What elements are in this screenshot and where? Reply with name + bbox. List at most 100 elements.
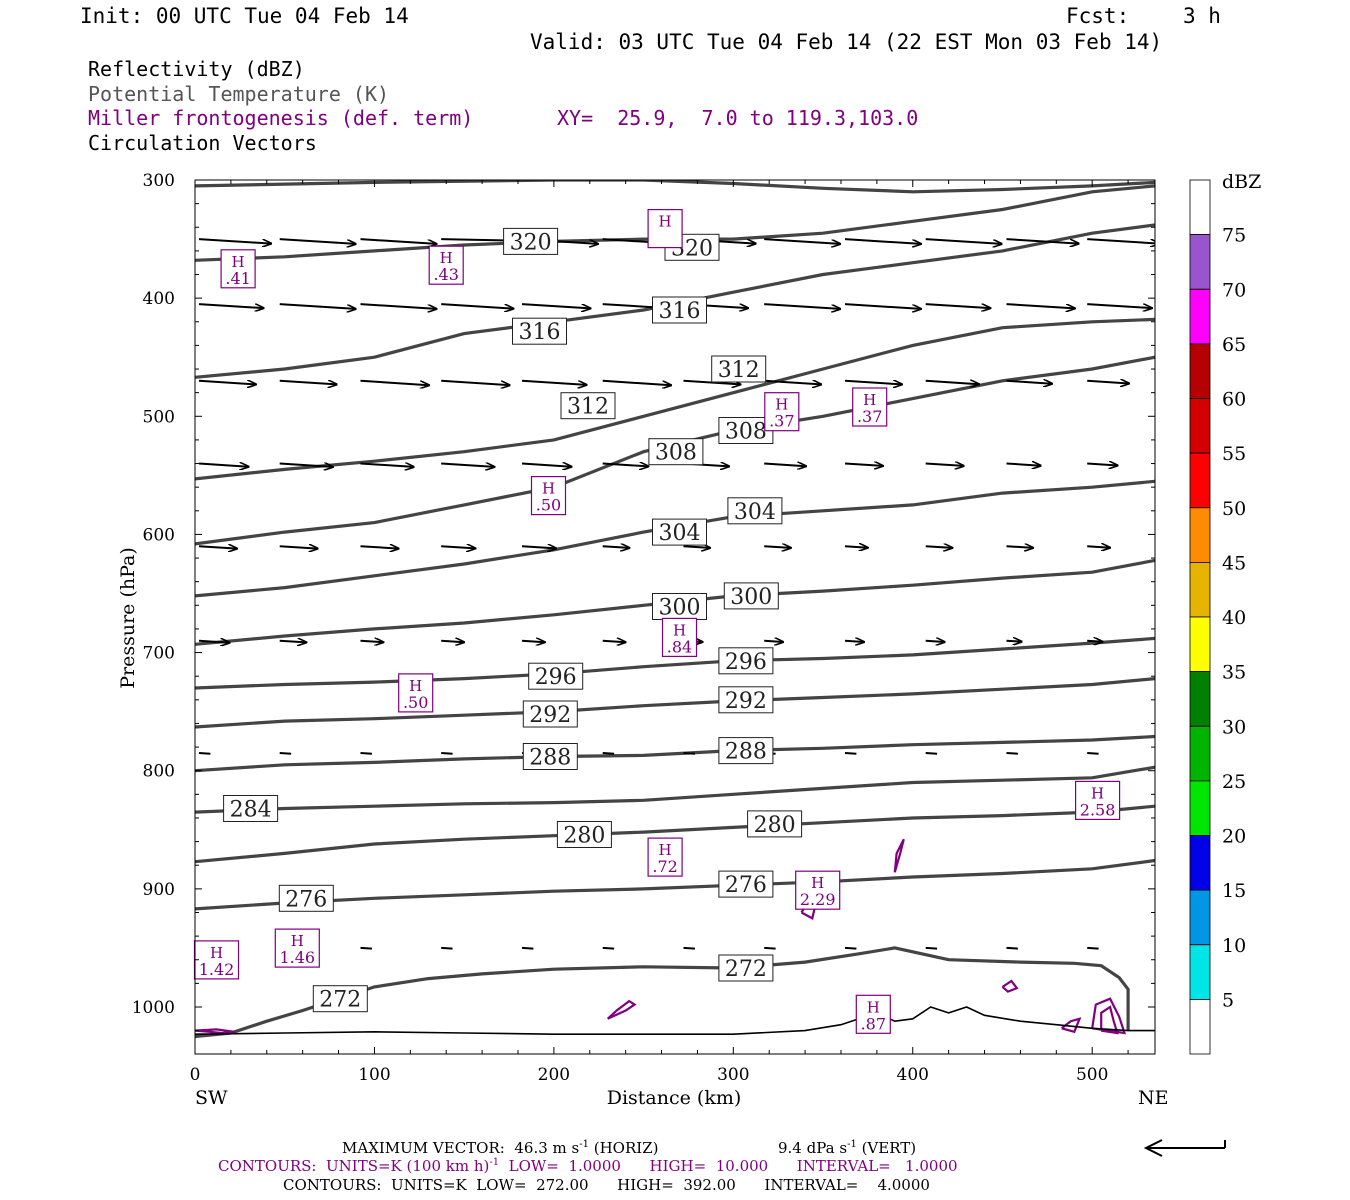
circulation-vector — [279, 641, 307, 643]
svg-text:288: 288 — [529, 746, 571, 771]
y-tick-label: 500 — [143, 407, 175, 427]
theta-contour-label: 320 — [503, 227, 559, 255]
x-tick-label: 100 — [358, 1065, 390, 1085]
theta-contour-label: 276 — [278, 884, 334, 912]
x-axis-right-end: NE — [1138, 1087, 1169, 1109]
theta-contour-292 — [195, 677, 1155, 729]
svg-text:H: H — [775, 396, 788, 414]
circulation-vector — [360, 379, 429, 385]
x-tick-label: 0 — [190, 1065, 201, 1085]
colorbar-label: 20 — [1222, 826, 1246, 848]
x-tick-label: 300 — [717, 1065, 749, 1085]
svg-text:288: 288 — [725, 740, 767, 765]
theta-contour-284 — [195, 765, 1155, 814]
svg-text:H: H — [210, 944, 223, 962]
theta-contour-276 — [195, 858, 1155, 911]
circulation-vector — [764, 546, 791, 548]
circulation-vector — [441, 946, 453, 950]
colorbar-label: 50 — [1222, 498, 1246, 520]
colorbar-segment — [1189, 780, 1211, 836]
circulation-vector — [925, 464, 964, 466]
circulation-vector — [764, 464, 806, 467]
frontogenesis-maximum: H.50 — [398, 673, 434, 713]
circulation-vector — [844, 946, 857, 950]
colorbar-segment — [1189, 452, 1211, 509]
circulation-vector — [1006, 752, 1018, 755]
svg-text:H: H — [291, 932, 304, 950]
svg-text:308: 308 — [655, 441, 697, 466]
circulation-vector — [1006, 238, 1079, 244]
frontogenesis-contour — [1061, 1017, 1082, 1034]
circulation-vector — [925, 238, 1002, 244]
svg-text:H: H — [1091, 784, 1104, 802]
x-axis-label: Distance (km) — [607, 1087, 742, 1109]
theta-contour-label: 316 — [512, 317, 567, 345]
circulation-vector — [441, 752, 453, 755]
colorbar-segment — [1189, 288, 1211, 345]
circulation-vector — [360, 641, 384, 642]
colorbar-label: 5 — [1222, 989, 1234, 1011]
frontogenesis-contour — [893, 838, 905, 873]
colorbar-label: 45 — [1222, 552, 1246, 574]
frontogenesis-contour — [1001, 979, 1019, 993]
theta-contour-label: 304 — [727, 497, 783, 525]
svg-text:.87: .87 — [861, 1014, 886, 1033]
theta-contour-label: 308 — [718, 417, 774, 445]
svg-text:300: 300 — [730, 585, 772, 610]
circulation-vector — [441, 303, 513, 309]
circulation-vector — [844, 464, 883, 466]
svg-text:.84: .84 — [667, 637, 692, 656]
svg-text:316: 316 — [519, 320, 561, 345]
forecast-hour: 3 h — [1183, 4, 1221, 28]
circulation-vector — [441, 641, 464, 642]
frontogenesis-maximum: H2.29 — [795, 870, 841, 910]
circulation-vector — [521, 303, 590, 308]
svg-text:304: 304 — [659, 521, 701, 546]
svg-text:304: 304 — [734, 500, 776, 525]
frontogenesis-maximum: H.84 — [661, 617, 698, 658]
svg-text:300: 300 — [659, 596, 701, 621]
circulation-vector — [1087, 303, 1152, 308]
svg-text:316: 316 — [659, 299, 701, 324]
theta-contour-label: 272 — [718, 954, 774, 982]
theta-contour-280 — [195, 804, 1155, 864]
svg-text:H: H — [673, 621, 686, 639]
circulation-vector — [1087, 381, 1129, 384]
svg-text:.41: .41 — [225, 269, 250, 288]
colorbar-segment — [1189, 562, 1211, 618]
svg-text:284: 284 — [230, 798, 272, 823]
circulation-vector — [764, 379, 821, 385]
svg-text:2.58: 2.58 — [1080, 800, 1116, 819]
circulation-vector — [602, 464, 649, 467]
colorbar-segment — [1189, 725, 1211, 782]
svg-text:.50: .50 — [403, 693, 428, 712]
frontogenesis-maximum: H1.46 — [274, 928, 320, 968]
theta-contour-label: 276 — [718, 870, 774, 898]
circulation-vector — [198, 752, 211, 755]
theta-contour-label: 296 — [718, 647, 774, 675]
theta-contour-312 — [195, 317, 1155, 481]
svg-text:296: 296 — [535, 665, 577, 690]
svg-text:H: H — [867, 998, 880, 1016]
colorbar-label: 75 — [1222, 225, 1246, 247]
svg-text:.43: .43 — [433, 265, 458, 284]
footer-max-vector-vert: 9.4 dPa s-1 (VERT) — [778, 1139, 917, 1157]
footer-frontogenesis-contours: CONTOURS: UNITS=K (100 km h)-1 LOW= 1.00… — [218, 1157, 958, 1175]
y-tick-label: 400 — [143, 289, 175, 309]
circulation-vector — [279, 303, 356, 309]
circulation-vector — [844, 546, 868, 548]
valid-time: Valid: 03 UTC Tue 04 Feb 14 (22 EST Mon … — [530, 30, 1163, 54]
colorbar-segment — [1189, 179, 1211, 235]
frontogenesis-maximum: H.87 — [855, 994, 891, 1034]
colorbar-unit: dBZ — [1222, 171, 1261, 193]
svg-text:.37: .37 — [857, 407, 882, 426]
svg-text:320: 320 — [510, 230, 552, 255]
theta-contour-296 — [195, 636, 1155, 690]
theta-contour-label: 312 — [711, 355, 767, 383]
svg-text:H: H — [409, 677, 422, 695]
svg-text:H: H — [659, 213, 672, 231]
frontogenesis-maximum: H — [647, 209, 683, 249]
colorbar-segment — [1189, 889, 1211, 946]
svg-text:H: H — [811, 874, 824, 892]
